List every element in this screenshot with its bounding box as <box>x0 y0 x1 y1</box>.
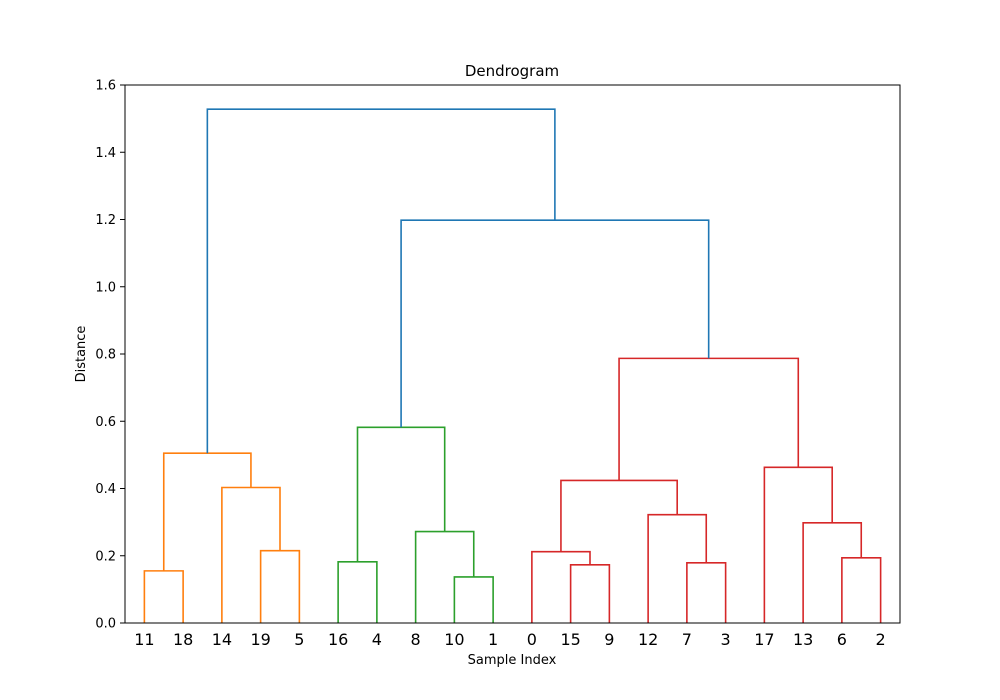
leaf-label: 11 <box>134 630 154 649</box>
y-tick-label: 1.0 <box>95 280 116 295</box>
leaf-label: 10 <box>444 630 464 649</box>
x-axis-leaf-labels: 11 18 14 19 5 16 4 8 10 1 0 15 9 12 7 3 17 13 6 2 <box>134 630 886 649</box>
y-tick-label: 0.8 <box>95 348 116 363</box>
plot-frame <box>124 84 901 624</box>
y-tick-label: 0.4 <box>95 482 116 497</box>
y-tick-label: 1.2 <box>95 213 116 228</box>
y-tick-label: 0.0 <box>95 617 116 632</box>
leaf-label: 4 <box>372 630 382 649</box>
leaf-label: 19 <box>250 630 270 649</box>
leaf-label: 17 <box>754 630 774 649</box>
leaf-label: 8 <box>411 630 421 649</box>
leaf-label: 12 <box>638 630 658 649</box>
leaf-label: 5 <box>294 630 304 649</box>
dendrogram-link-m6 <box>453 576 494 623</box>
leaf-label: 18 <box>173 630 193 649</box>
leaf-label: 14 <box>212 630 232 649</box>
y-axis-title: Distance <box>74 326 89 383</box>
leaf-label: 15 <box>560 630 580 649</box>
leaf-label: 13 <box>793 630 813 649</box>
leaf-label: 3 <box>721 630 731 649</box>
y-axis: 0.0 0.2 0.4 0.6 0.8 1.0 1.2 1.4 1.6 <box>95 79 125 632</box>
leaf-label: 7 <box>682 630 692 649</box>
chart-title: Dendrogram <box>465 62 559 80</box>
leaf-label: 1 <box>488 630 498 649</box>
dendrogram-link-m18 <box>400 219 710 428</box>
dendrogram-link-m14 <box>841 556 882 623</box>
x-axis-title: Sample Index <box>468 653 557 668</box>
dendrogram-link-m9 <box>569 564 611 623</box>
leaf-label: 2 <box>876 630 886 649</box>
dendrogram-links <box>143 108 882 623</box>
y-tick-label: 1.4 <box>95 146 116 161</box>
leaf-label: 9 <box>604 630 614 649</box>
leaf-label: 6 <box>837 630 847 649</box>
dendrogram-link-m4 <box>162 452 252 571</box>
dendrogram-link-m19 <box>206 108 556 454</box>
leaf-label: 0 <box>527 630 537 649</box>
y-tick-label: 0.6 <box>95 415 116 430</box>
y-tick-label: 1.6 <box>95 79 116 94</box>
y-tick-label: 0.2 <box>95 549 116 564</box>
leaf-label: 16 <box>328 630 348 649</box>
